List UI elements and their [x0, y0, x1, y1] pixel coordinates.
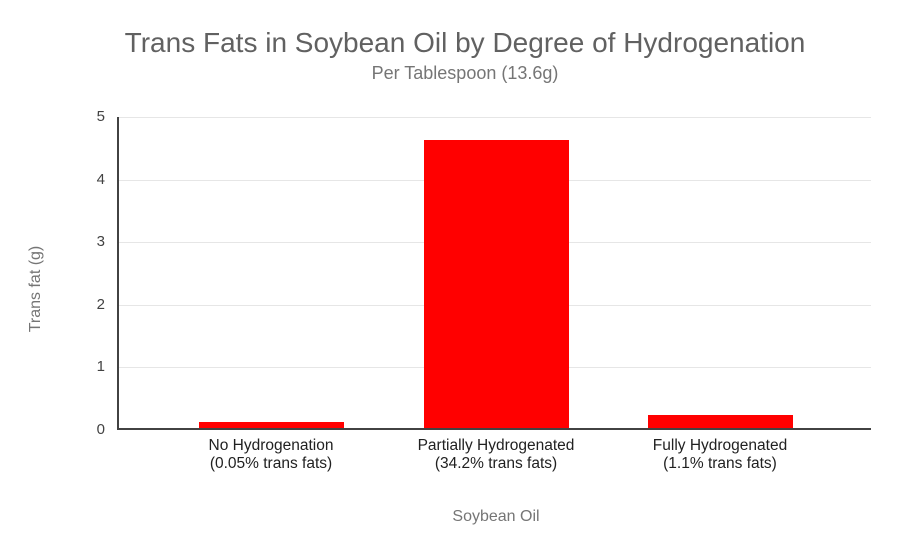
bar-no-hydrogenation: [198, 421, 344, 428]
y-tick-label-4: 4: [96, 170, 105, 188]
y-tick-label-0: 0: [96, 421, 105, 438]
y-axis-line: [117, 117, 119, 430]
category-sublabel: (0.05% trans fats): [209, 455, 333, 472]
chart-title: Trans Fats in Soybean Oil by Degree of H…: [124, 27, 806, 58]
x-category-label-3: Fully Hydrogenated (1.1% trans fats): [600, 437, 840, 473]
y-tick-label-1: 1: [96, 358, 105, 376]
category-sublabel: (34.2% trans fats): [434, 455, 558, 472]
plot-area: [117, 117, 871, 430]
category-sublabel: (1.1% trans fats): [663, 455, 777, 472]
bar-fully-hydrogenated: [647, 415, 793, 428]
chart-subtitle: Per Tablespoon (13.6g): [371, 63, 559, 83]
y-tick-label-5: 5: [96, 108, 105, 125]
x-category-label-2: Partially Hydrogenated (34.2% trans fats): [376, 437, 616, 473]
x-axis-line: [117, 428, 871, 430]
category-name: Partially Hydrogenated: [417, 437, 575, 454]
x-category-label-1: No Hydrogenation (0.05% trans fats): [151, 437, 391, 473]
x-axis-title: Soybean Oil: [452, 508, 540, 525]
category-name: Fully Hydrogenated: [652, 437, 788, 454]
bar-partially-hydrogenated: [423, 140, 569, 428]
category-name: No Hydrogenation: [208, 437, 334, 454]
y-axis-title: Trans fat (g): [27, 245, 44, 333]
y-tick-label-3: 3: [96, 233, 105, 251]
y-tick-label-2: 2: [96, 295, 105, 313]
gridline-y-5: [117, 117, 871, 118]
